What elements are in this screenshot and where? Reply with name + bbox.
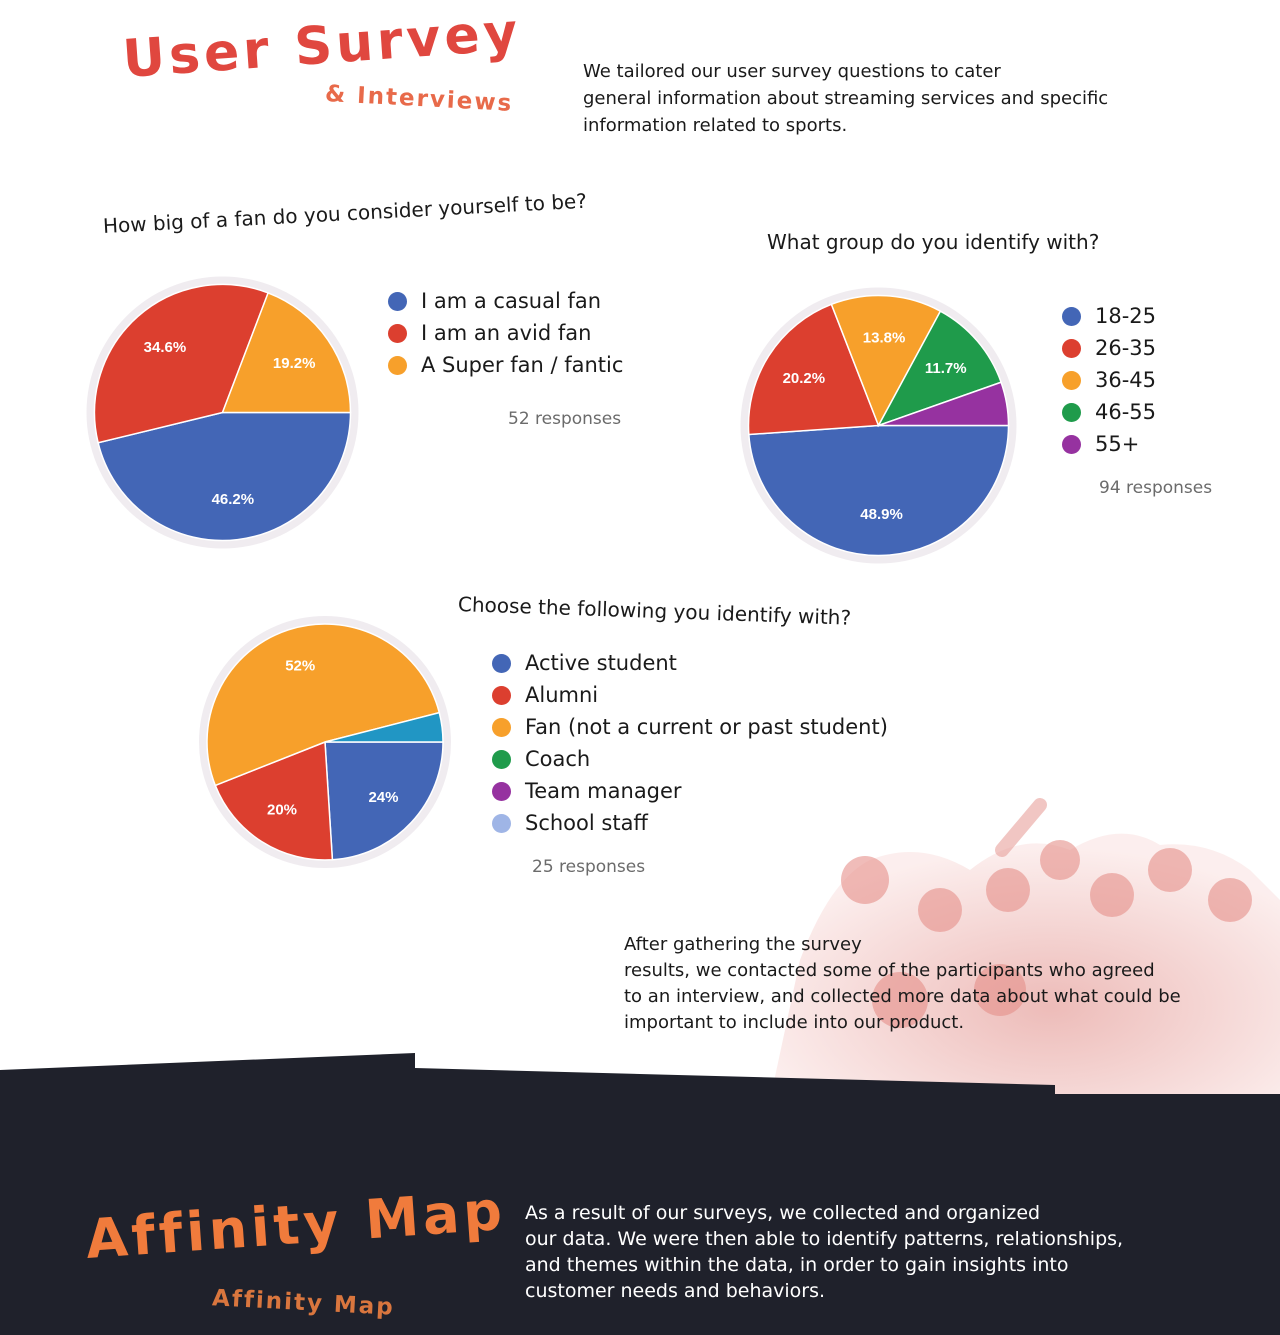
legend-label: 46-55	[1095, 400, 1157, 424]
team-photo	[770, 798, 1280, 1100]
legend-item: Fan (not a current or past student)	[492, 711, 888, 743]
chart3-responses: 25 responses	[532, 857, 646, 877]
legend-label: Team manager	[525, 779, 682, 803]
pie-slice	[878, 381, 1010, 427]
legend-item: I am an avid fan	[388, 317, 623, 349]
slice-label: 48.9%	[860, 506, 903, 523]
slice-label: 34.6%	[144, 339, 187, 356]
slice-label: 20.2%	[783, 370, 826, 387]
pie-slice	[747, 303, 880, 436]
legend-label: 55+	[1095, 432, 1140, 456]
legend-item: I am a casual fan	[388, 285, 623, 317]
legend-item: 26-35	[1062, 332, 1156, 364]
intro-line: general information about streaming serv…	[583, 88, 1109, 109]
legend-label: Fan (not a current or past student)	[525, 715, 888, 739]
legend-dot-icon	[492, 781, 511, 801]
legend-dot-icon	[388, 355, 407, 375]
legend-label: I am a casual fan	[421, 289, 602, 313]
legend-item: A Super fan / fantic	[388, 349, 623, 381]
legend-dot-icon	[388, 323, 407, 343]
affinity-line: and themes within the data, in order to …	[525, 1254, 1069, 1276]
pie-slice	[830, 294, 942, 428]
legend-dot-icon	[1062, 338, 1081, 358]
interview-line: After gathering the survey	[624, 934, 862, 955]
affinity-line: As a result of our surveys, we collected…	[525, 1202, 1041, 1224]
slice-label: 19.2%	[273, 355, 316, 372]
legend-label: I am an avid fan	[421, 321, 592, 345]
pie-slice	[214, 740, 334, 861]
legend-dot-icon	[1062, 402, 1081, 422]
legend-dot-icon	[492, 749, 511, 769]
slice-label: 11.7%	[925, 360, 967, 377]
slice-label: 52%	[285, 658, 315, 675]
legend-item: 18-25	[1062, 300, 1156, 332]
legend-label: Alumni	[525, 683, 599, 707]
legend-label: Coach	[525, 747, 591, 771]
slice-label: 13.8%	[863, 329, 906, 346]
pie-slice	[748, 424, 1010, 557]
chart3-pie: 24% 20% 52%	[199, 616, 451, 868]
pie-slice	[324, 741, 444, 861]
slice-label: 20%	[267, 802, 297, 819]
intro-text: We tailored our user survey questions to…	[583, 58, 1183, 139]
slice-label: 46.2%	[212, 491, 255, 508]
chart2-question: What group do you identify with?	[767, 230, 1100, 254]
legend-item: Coach	[492, 743, 888, 775]
legend-label: Active student	[525, 651, 677, 675]
interview-text: After gathering the survey results, we c…	[624, 932, 1244, 1036]
legend-dot-icon	[388, 291, 407, 311]
pie-slice	[324, 711, 444, 743]
chart1-pie: 46.2% 34.6% 19.2%	[86, 276, 359, 549]
chart2-pie: 48.9% 20.2% 13.8% 11.7%	[740, 287, 1017, 564]
chart1-responses: 52 responses	[508, 409, 622, 429]
legend-label: 18-25	[1095, 304, 1157, 328]
intro-line: We tailored our user survey questions to…	[583, 61, 1001, 82]
intro-line: information related to sports.	[583, 115, 848, 136]
legend-item: 55+	[1062, 428, 1156, 460]
pie-slice	[97, 411, 352, 542]
chart3-legend: Active student Alumni Fan (not a current o…	[492, 647, 888, 839]
legend-dot-icon	[1062, 370, 1081, 390]
legend-label: School staff	[525, 811, 648, 835]
pie-slice	[221, 291, 352, 414]
interview-line: important to include into our product.	[624, 1012, 965, 1033]
interview-line: to an interview, and collected more data…	[624, 986, 1181, 1007]
legend-dot-icon	[492, 653, 511, 673]
legend-item: Active student	[492, 647, 888, 679]
legend-item: Team manager	[492, 775, 888, 807]
pie-slice	[93, 283, 270, 444]
legend-label: 26-35	[1095, 336, 1157, 360]
affinity-text: As a result of our surveys, we collected…	[525, 1200, 1165, 1304]
chart1-legend: I am a casual fan I am an avid fan A Super…	[388, 285, 623, 381]
legend-label: A Super fan / fantic	[421, 353, 624, 377]
chart2-responses: 94 responses	[1099, 478, 1213, 498]
legend-item: 46-55	[1062, 396, 1156, 428]
legend-label: 36-45	[1095, 368, 1157, 392]
legend-dot-icon	[492, 813, 511, 833]
legend-dot-icon	[492, 717, 511, 737]
chart2-legend: 18-25 26-35 36-45 46-55 55+	[1062, 300, 1156, 460]
slice-label: 24%	[368, 789, 398, 806]
pie-slice	[206, 623, 441, 787]
legend-dot-icon	[492, 685, 511, 705]
affinity-line: customer needs and behaviors.	[525, 1280, 826, 1302]
legend-dot-icon	[1062, 306, 1081, 326]
legend-item: 36-45	[1062, 364, 1156, 396]
legend-item: Alumni	[492, 679, 888, 711]
affinity-line: our data. We were then able to identify …	[525, 1228, 1124, 1250]
interview-line: results, we contacted some of the partic…	[624, 960, 1155, 981]
legend-item: School staff	[492, 807, 888, 839]
legend-dot-icon	[1062, 434, 1081, 454]
pie-slice	[876, 310, 1003, 427]
